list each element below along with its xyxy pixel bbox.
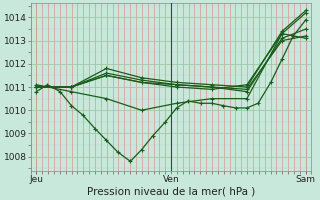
- X-axis label: Pression niveau de la mer( hPa ): Pression niveau de la mer( hPa ): [87, 187, 255, 197]
